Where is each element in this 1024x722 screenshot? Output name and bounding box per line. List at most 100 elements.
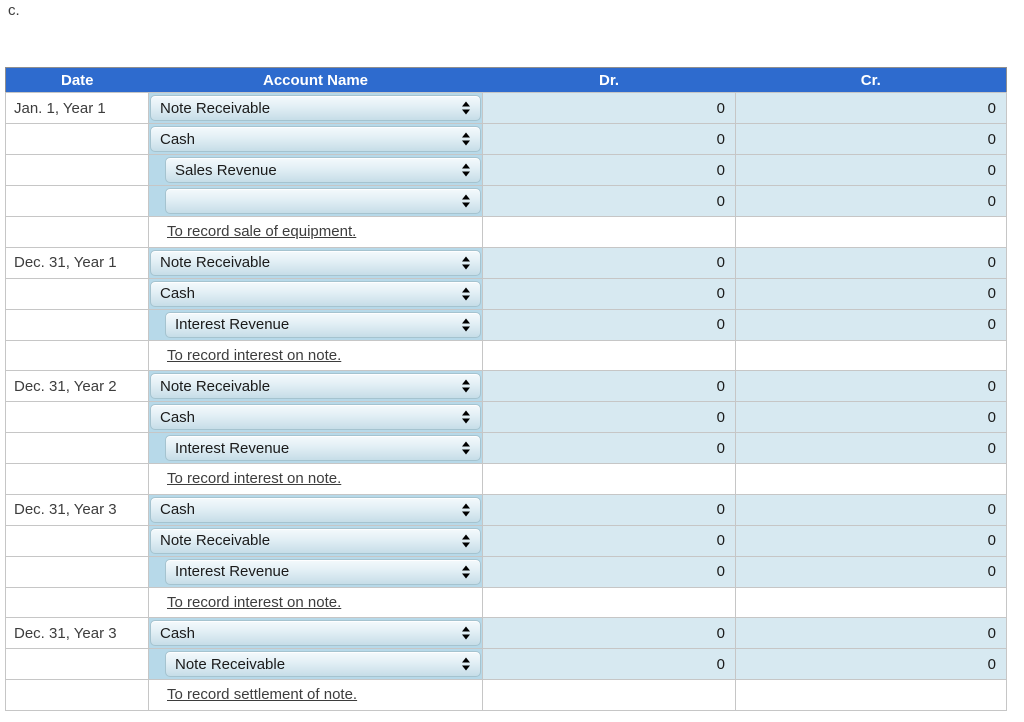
date-cell xyxy=(5,308,149,341)
dr-amount-cell[interactable]: 0 xyxy=(482,185,736,217)
column-header-account-name: Account Name xyxy=(148,67,483,93)
dr-amount-cell[interactable]: 0 xyxy=(482,432,736,464)
table-row: To record interest on note. xyxy=(5,463,1007,495)
account-select-value: Note Receivable xyxy=(160,99,271,117)
account-select[interactable]: Interest Revenue xyxy=(165,558,481,585)
cr-amount-cell[interactable]: 0 xyxy=(735,524,1007,557)
select-arrows-icon xyxy=(462,626,470,640)
account-cell: Sales Revenue xyxy=(148,154,483,186)
cr-amount-cell xyxy=(735,216,1007,248)
header-row: Date Account Name Dr. Cr. xyxy=(5,67,1007,93)
dr-amount-cell[interactable]: 0 xyxy=(482,648,736,680)
account-select[interactable] xyxy=(165,188,481,214)
cr-amount-cell[interactable]: 0 xyxy=(735,308,1007,341)
cr-amount-cell[interactable]: 0 xyxy=(735,246,1007,279)
date-cell: Dec. 31, Year 3 xyxy=(5,493,149,526)
date-cell: Jan. 1, Year 1 xyxy=(5,92,149,124)
account-cell: Cash xyxy=(148,493,483,526)
cr-amount-cell xyxy=(735,463,1007,495)
dr-amount-cell[interactable]: 0 xyxy=(482,246,736,279)
account-cell: Note Receivable xyxy=(148,648,483,680)
account-select[interactable]: Sales Revenue xyxy=(165,157,481,183)
dr-amount-cell[interactable]: 0 xyxy=(482,524,736,557)
account-select-value: Note Receivable xyxy=(160,254,271,271)
memo-text: To record sale of equipment. xyxy=(167,223,357,241)
account-select-value: Note Receivable xyxy=(175,655,286,673)
account-cell: Cash xyxy=(148,401,483,433)
account-select[interactable]: Cash xyxy=(150,280,481,307)
select-arrows-icon xyxy=(462,132,470,146)
account-select[interactable]: Note Receivable xyxy=(150,373,481,399)
account-select[interactable]: Note Receivable xyxy=(165,651,481,677)
dr-amount-cell xyxy=(482,216,736,248)
date-cell xyxy=(5,432,149,464)
date-cell xyxy=(5,648,149,680)
account-cell: To record sale of equipment. xyxy=(148,216,483,248)
cr-amount-cell[interactable]: 0 xyxy=(735,92,1007,124)
account-cell: Note Receivable xyxy=(148,524,483,557)
cr-amount-cell[interactable]: 0 xyxy=(735,401,1007,433)
dr-amount-cell[interactable]: 0 xyxy=(482,555,736,588)
memo-text: To record interest on note. xyxy=(167,346,342,364)
table-row: Note Receivable 0 0 xyxy=(5,648,1007,680)
account-select-value: Sales Revenue xyxy=(175,161,277,179)
select-arrows-icon xyxy=(462,503,470,516)
cr-amount-cell[interactable]: 0 xyxy=(735,185,1007,217)
date-cell xyxy=(5,555,149,588)
cr-amount-cell[interactable]: 0 xyxy=(735,432,1007,464)
dr-amount-cell[interactable]: 0 xyxy=(482,92,736,124)
account-cell: To record interest on note. xyxy=(148,586,483,618)
date-cell: Dec. 31, Year 3 xyxy=(5,617,149,649)
select-arrows-icon xyxy=(462,441,470,455)
column-header-dr: Dr. xyxy=(482,67,736,93)
table-row: Interest Revenue 0 0 xyxy=(5,308,1007,341)
table-row: Cash 0 0 xyxy=(5,123,1007,155)
cr-amount-cell[interactable]: 0 xyxy=(735,617,1007,649)
account-select-value: Cash xyxy=(160,624,196,642)
account-select[interactable]: Cash xyxy=(150,126,481,152)
account-cell: Interest Revenue xyxy=(148,308,483,341)
dr-amount-cell[interactable]: 0 xyxy=(482,154,736,186)
cr-amount-cell[interactable]: 0 xyxy=(735,493,1007,526)
memo-text: To record settlement of note. xyxy=(167,686,358,704)
cr-amount-cell xyxy=(735,586,1007,618)
account-select-value: Interest Revenue xyxy=(175,439,290,457)
select-arrows-icon xyxy=(462,256,470,269)
dr-amount-cell[interactable]: 0 xyxy=(482,370,736,402)
account-cell: To record interest on note. xyxy=(148,339,483,371)
account-select-value: Note Receivable xyxy=(160,377,271,395)
dr-amount-cell[interactable]: 0 xyxy=(482,401,736,433)
dr-amount-cell[interactable]: 0 xyxy=(482,123,736,155)
account-cell: Cash xyxy=(148,617,483,649)
table-row: Cash 0 0 xyxy=(5,401,1007,433)
account-select[interactable]: Cash xyxy=(150,496,481,523)
dr-amount-cell[interactable]: 0 xyxy=(482,493,736,526)
account-cell: Note Receivable xyxy=(148,246,483,279)
account-cell xyxy=(148,185,483,217)
account-select[interactable]: Note Receivable xyxy=(150,249,481,276)
account-select[interactable]: Note Receivable xyxy=(150,95,481,121)
account-select[interactable]: Cash xyxy=(150,404,481,430)
select-arrows-icon xyxy=(462,534,470,547)
dr-amount-cell[interactable]: 0 xyxy=(482,308,736,341)
account-select[interactable]: Note Receivable xyxy=(150,527,481,554)
cr-amount-cell[interactable]: 0 xyxy=(735,648,1007,680)
dr-amount-cell[interactable]: 0 xyxy=(482,617,736,649)
account-select[interactable]: Cash xyxy=(150,620,481,646)
table-row: Cash 0 0 xyxy=(5,277,1007,310)
date-cell xyxy=(5,154,149,186)
cr-amount-cell[interactable]: 0 xyxy=(735,277,1007,310)
table-row: Dec. 31, Year 3 Cash 0 0 xyxy=(5,493,1007,526)
cr-amount-cell[interactable]: 0 xyxy=(735,154,1007,186)
account-select[interactable]: Interest Revenue xyxy=(165,311,481,338)
date-cell: Dec. 31, Year 2 xyxy=(5,370,149,402)
dr-amount-cell[interactable]: 0 xyxy=(482,277,736,310)
cr-amount-cell[interactable]: 0 xyxy=(735,123,1007,155)
date-cell: Dec. 31, Year 1 xyxy=(5,246,149,279)
cr-amount-cell[interactable]: 0 xyxy=(735,555,1007,588)
cr-amount-cell[interactable]: 0 xyxy=(735,370,1007,402)
cr-amount-cell xyxy=(735,679,1007,711)
account-select-value: Interest Revenue xyxy=(175,563,290,580)
account-select[interactable]: Interest Revenue xyxy=(165,435,481,461)
